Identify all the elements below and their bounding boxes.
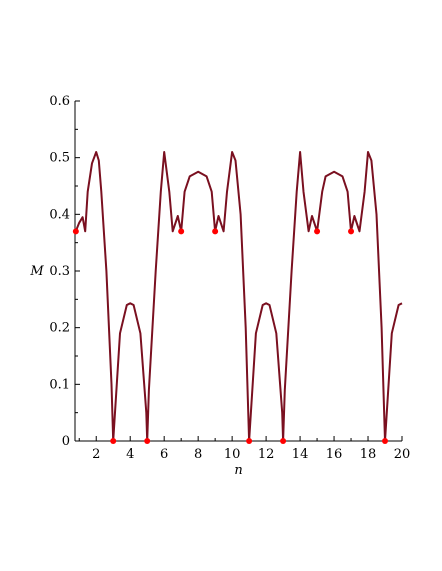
x-tick-label: 20: [394, 447, 411, 462]
y-tick-label: 0.4: [49, 207, 70, 222]
data-point: [72, 228, 79, 235]
data-point: [110, 438, 117, 444]
y-tick-label: 0.5: [49, 151, 70, 166]
data-point: [178, 228, 185, 235]
x-tick-label: 10: [224, 447, 241, 462]
data-point: [348, 228, 355, 235]
axes: [74, 101, 402, 442]
data-point: [382, 438, 389, 444]
y-tick-label: 0.2: [49, 321, 70, 336]
y-tick-label: 0.3: [49, 264, 70, 279]
ticks: 2 4 6 8 10 12 14 16 18 20 0 0.1 0.2 0.3 0.4 0.5 0.6: [49, 94, 410, 462]
x-tick-label: 14: [292, 447, 309, 462]
x-tick-label: 18: [360, 447, 377, 462]
plot-area: [72, 151, 403, 444]
series-line: [74, 151, 403, 442]
x-tick-label: 12: [258, 447, 275, 462]
x-tick-label: 16: [326, 447, 343, 462]
x-axis-title: n: [234, 463, 242, 478]
data-point: [280, 438, 287, 444]
y-tick-label: 0: [62, 434, 70, 449]
x-tick-label: 6: [160, 447, 168, 462]
x-tick-label: 4: [126, 447, 134, 462]
data-point: [246, 438, 253, 444]
x-tick-label: 2: [92, 447, 100, 462]
y-tick-label: 0.1: [49, 377, 70, 392]
y-axis-title: M: [29, 264, 44, 279]
data-point: [212, 228, 219, 235]
data-point: [314, 228, 321, 235]
x-tick-label: 8: [194, 447, 202, 462]
y-tick-label: 0.6: [49, 94, 70, 109]
data-point: [144, 438, 151, 444]
